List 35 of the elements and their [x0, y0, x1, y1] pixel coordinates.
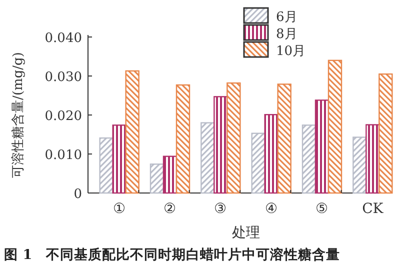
bar [264, 114, 278, 194]
x-tick-label: ④ [264, 201, 278, 217]
bar [226, 82, 241, 194]
legend-label: 10月 [276, 44, 306, 59]
x-tick-label: ③ [214, 201, 228, 217]
bar [328, 60, 342, 194]
bar [378, 73, 393, 194]
bar [99, 137, 114, 194]
bar [277, 84, 292, 194]
legend-label: 8月 [276, 27, 298, 42]
bar [162, 156, 178, 194]
bar [200, 122, 215, 194]
bar [112, 124, 126, 194]
y-tick-label: 0.020 [44, 109, 82, 124]
x-axis-title: 处理 [232, 225, 260, 241]
y-axis-title: 可溶性糖含量/(mg/g) [10, 52, 26, 178]
text: 图 1 不同基质配比不同时期白蜡叶片中可溶性糖含量 [4, 246, 340, 263]
bar [352, 136, 367, 194]
bar [251, 132, 266, 194]
y-tick-label: 0.010 [44, 148, 82, 163]
bar [302, 124, 316, 194]
bar [176, 84, 190, 194]
bar [125, 70, 140, 194]
x-tick-label: ② [164, 201, 176, 217]
x-tick-label: ⑤ [316, 201, 328, 217]
y-tick-label: 0 [74, 187, 82, 202]
bar [366, 124, 380, 194]
bar [314, 100, 330, 194]
y-tick-label: 0.040 [44, 31, 82, 46]
legend-label: 6月 [276, 10, 298, 25]
bar [150, 164, 164, 194]
x-tick-label: CK [362, 201, 384, 217]
x-tick-label: ① [112, 201, 126, 217]
bar [214, 96, 228, 194]
y-tick-label: 0.030 [44, 70, 82, 85]
